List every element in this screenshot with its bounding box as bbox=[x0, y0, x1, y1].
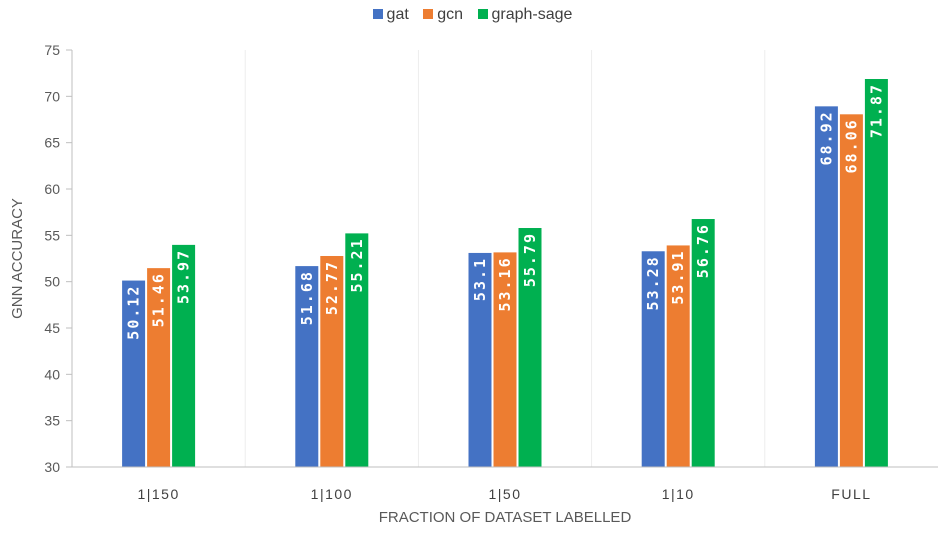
data-label-graph-sage: 71.87 bbox=[867, 83, 885, 138]
bar-gcn bbox=[147, 268, 171, 467]
data-label-gat: 53.1 bbox=[471, 257, 489, 301]
data-label-gat: 50.12 bbox=[125, 285, 143, 340]
data-label-gat: 53.28 bbox=[644, 255, 662, 310]
legend-label-gat: gat bbox=[386, 6, 409, 23]
bars: 50.12 51.46 53.97 51.68 52.77 55.21 53.1 53.16 5… bbox=[122, 79, 888, 467]
legend-label-gcn: gcn bbox=[437, 6, 464, 23]
legend-swatch-gcn bbox=[423, 9, 434, 19]
x-tick-label: 1|10 bbox=[662, 486, 695, 502]
y-tick-label: 75 bbox=[44, 42, 60, 58]
x-tick-label: FULL bbox=[831, 486, 871, 502]
legend-item-gat: gat bbox=[372, 6, 409, 24]
y-tick-label: 35 bbox=[44, 413, 60, 429]
x-tick-label: 1|150 bbox=[137, 486, 179, 502]
legend-label-graph-sage: graph-sage bbox=[491, 6, 573, 23]
x-tick-label: 1|100 bbox=[311, 486, 353, 502]
bar-gcn bbox=[493, 252, 517, 467]
legend-item-gcn: gcn bbox=[423, 6, 463, 24]
data-label-graph-sage: 55.21 bbox=[348, 237, 366, 292]
y-tick-label: 60 bbox=[44, 181, 60, 197]
data-label-gat: 51.68 bbox=[298, 270, 316, 325]
x-tick-label: 1|50 bbox=[489, 486, 522, 502]
y-axis-label: GNN ACCURACY bbox=[9, 198, 26, 319]
y-tick-label: 55 bbox=[44, 227, 60, 243]
y-axis-ticks: 30 35 40 45 50 55 60 65 70 75 bbox=[44, 42, 73, 475]
chart-legend: gat gcn graph-sage bbox=[0, 6, 945, 24]
bar-gat bbox=[122, 280, 146, 467]
legend-swatch-graph-sage bbox=[477, 9, 488, 19]
y-tick-label: 45 bbox=[44, 320, 60, 336]
bar-gcn bbox=[839, 114, 863, 467]
bar-gat bbox=[295, 266, 319, 467]
data-label-graph-sage: 56.76 bbox=[694, 223, 712, 278]
data-label-graph-sage: 53.97 bbox=[175, 249, 193, 304]
x-axis-ticks: 1|150 1|100 1|50 1|10 FULL bbox=[137, 486, 871, 502]
bar-gat bbox=[641, 251, 665, 467]
y-tick-label: 70 bbox=[44, 88, 60, 104]
data-label-gcn: 53.91 bbox=[669, 249, 687, 304]
grid-lines bbox=[244, 50, 766, 467]
x-axis-label: FRACTION OF DATASET LABELLED bbox=[379, 509, 632, 526]
y-tick-label: 65 bbox=[44, 135, 60, 151]
y-tick-label: 50 bbox=[44, 274, 60, 290]
y-tick-label: 30 bbox=[44, 459, 60, 475]
bar-graph-sage bbox=[864, 79, 888, 467]
data-label-graph-sage: 55.79 bbox=[521, 232, 539, 287]
data-label-gcn: 51.46 bbox=[150, 272, 168, 327]
data-label-gcn: 68.06 bbox=[842, 118, 860, 173]
legend-item-graph-sage: graph-sage bbox=[477, 6, 573, 24]
data-label-gcn: 53.16 bbox=[496, 256, 514, 311]
bar-graph-sage bbox=[691, 219, 715, 467]
bar-gcn bbox=[666, 245, 690, 467]
bar-gcn bbox=[320, 255, 344, 467]
bar-graph-sage bbox=[172, 244, 196, 467]
y-tick-label: 40 bbox=[44, 366, 60, 382]
legend-swatch-gat bbox=[372, 9, 383, 19]
data-label-gat: 68.92 bbox=[817, 110, 835, 165]
bar-graph-sage bbox=[518, 228, 542, 467]
bar-gat bbox=[814, 106, 838, 467]
bar-gat bbox=[468, 252, 492, 467]
data-label-gcn: 52.77 bbox=[323, 260, 341, 315]
bar-graph-sage bbox=[345, 233, 369, 467]
